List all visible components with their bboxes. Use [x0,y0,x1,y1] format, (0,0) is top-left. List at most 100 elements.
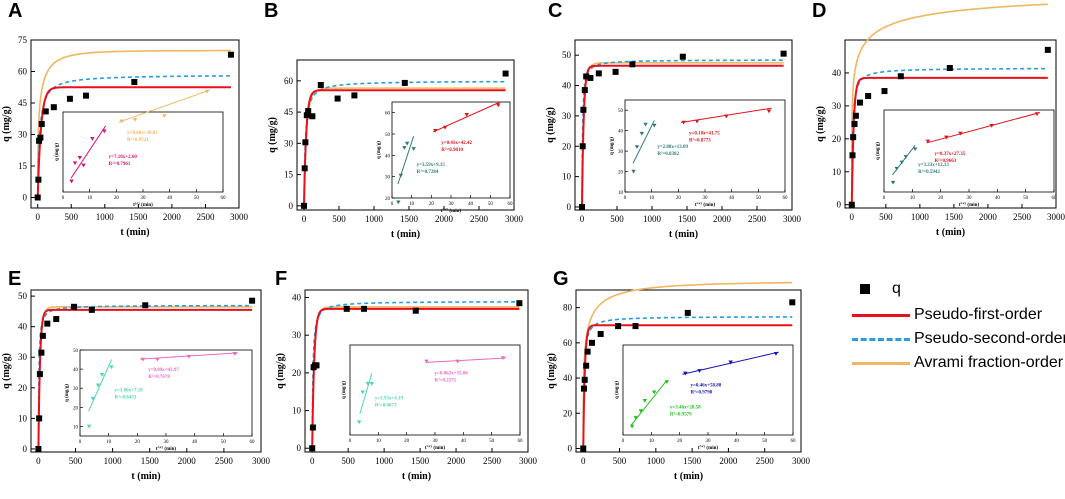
inset-point [500,356,506,361]
inset-frame [79,349,253,437]
inset-equation: y=7.10x+2.60 [109,155,138,160]
x-tick-label: 1500 [683,456,702,466]
x-tick-label: 2000 [719,456,738,466]
inset-point [155,357,160,362]
inset-point [651,390,657,395]
data-point [88,306,95,313]
inset-fit-line [926,112,1040,144]
inset-equation: y=3.33x+12.13 [918,163,949,168]
y-tick-label: 20 [563,408,573,418]
data-point [36,371,43,378]
plot-frame [844,39,1057,209]
inset-x-axis-label: t°ᐟ⁵ (min) [698,445,719,451]
data-point [881,88,888,95]
y-axis-label: q (mg/g) [1,353,12,389]
inset-point [455,359,460,364]
y-axis-label: q (mg/g) [267,117,278,153]
inset-x-tick-label: 10 [376,439,382,444]
inset-point [119,119,124,124]
inset-equation: y=3.93x+4.19 [375,397,404,402]
inset-A: q (mg/g) 0 10 20 30 40 50 60 t¹ᐟ² (min) y=7.10x+2… [55,89,226,208]
legend-swatch-pfo [852,304,912,326]
inset-point [90,137,95,141]
inset-point [925,139,931,144]
x-tick-label: 500 [879,212,893,222]
y-tick-label: 20 [292,368,302,378]
x-tick-label: 500 [613,456,627,466]
panel-label-B: B [264,0,279,22]
inset-point [989,123,994,128]
x-axis-label: t (min) [674,471,703,482]
inset-point [1034,112,1040,117]
pso-curve [582,316,793,449]
inset-x-tick-label: 60 [250,440,256,445]
y-tick-label: 45 [18,98,28,108]
data-point [580,106,587,113]
plot-frame [574,39,793,211]
inset-x-tick-label: 20 [114,196,120,201]
inset-y-tick-label: 40 [618,130,624,135]
inset-x-tick-label: 10 [87,196,93,201]
y-tick-label: 40 [562,81,572,91]
x-tick-label: 2000 [713,214,732,224]
x-tick-label: 0 [850,212,855,222]
y-tick-label: 15 [18,161,28,171]
inset-y-tick-label: 30 [618,150,624,155]
avrami-curve [851,3,1048,205]
inset-point [81,163,86,168]
inset-point [958,131,963,136]
legend-item-q: q [852,278,1062,300]
inset-point [631,169,636,174]
inset-point [186,354,192,359]
x-tick-label: 2000 [447,456,466,466]
legend-item-avrami: Avrami fraction-order [852,352,1063,374]
legend-label-pfo: Pseudo-first-order [914,306,1043,323]
inset-r-squared: R²=0.9010 [441,147,463,153]
inset-point [424,359,429,364]
inset-r-squared: R²=0.2271 [435,377,457,383]
inset-D: q (mg/g) 0 10 20 30 40 50 60 t°ᐟ⁵ (min) y=3.33x+1… [876,109,1057,208]
inset-x-tick-label: 20 [938,196,944,201]
inset-point [90,396,96,401]
inset-fit-line [88,359,112,412]
inset-fit-line [70,125,107,179]
x-tick-label: 2500 [483,456,502,466]
inset-point [728,360,733,365]
x-tick-label: 2000 [163,212,182,222]
x-tick-label: 3000 [505,214,524,224]
inset-point [629,424,635,429]
y-tick-label: 40 [563,373,573,383]
chart-panel-D: D 0 500 1000 1500 2000 2500 3000 0 10 20 30 40 t (min… [812,0,1065,238]
x-tick-label: 1500 [945,212,964,222]
data-point [597,331,604,338]
inset-point [634,145,640,150]
y-tick-label: 10 [292,406,302,416]
inset-x-axis-label: t¹ᐟ² (min) [133,202,153,208]
x-tick-label: 500 [65,212,79,222]
inset-point [102,129,107,134]
inset-point [652,123,657,128]
y-tick-label: 30 [292,330,302,340]
inset-x-tick-label: 0 [883,196,886,201]
legend-swatch-pso [852,328,912,350]
y-tick-label: 20 [562,141,572,151]
x-tick-label: 1000 [365,214,384,224]
inset-r-squared: R²=0.8773 [689,137,711,143]
data-point [856,99,863,106]
inset-y-axis-label: q (mg/g) [55,143,60,161]
inset-equation: y=0.41x+42.42 [441,141,472,146]
data-point [897,73,904,80]
inset-x-tick-label: 20 [135,440,141,445]
data-point [615,323,622,330]
data-point [50,104,57,111]
y-tick-label: 0 [837,200,842,210]
inset-point [404,141,410,146]
y-axis-label: q (mg/g) [545,107,556,143]
data-point [38,121,45,127]
inset-point [683,371,688,376]
inset-x-tick-label: 40 [729,196,735,201]
y-tick-label: 40 [832,68,842,78]
inset-r-squared: R²=0.6673 [375,403,397,409]
x-tick-label: 1500 [411,456,430,466]
inset-frame [349,344,521,436]
